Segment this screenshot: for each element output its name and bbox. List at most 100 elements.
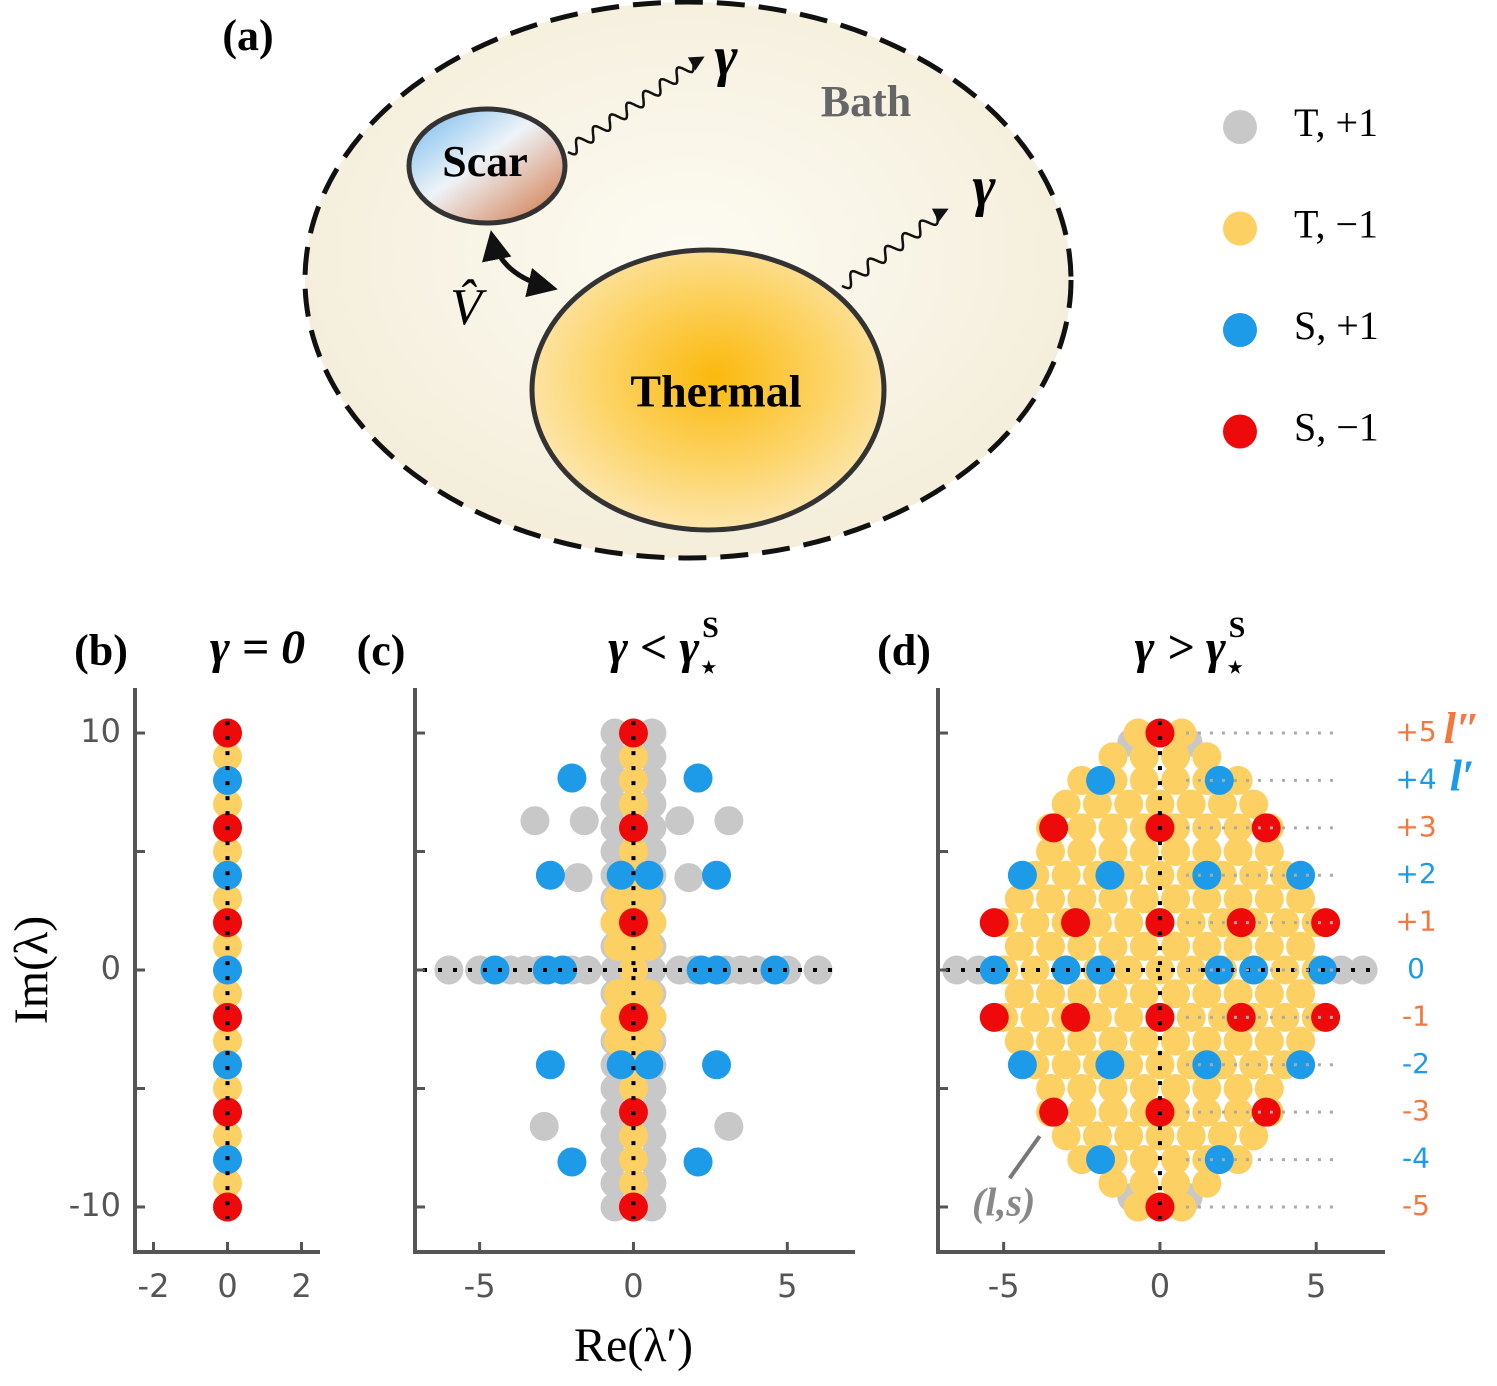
point: [1114, 789, 1144, 819]
point: [1145, 860, 1175, 890]
point: [603, 884, 633, 914]
x-tick-label: 0: [623, 1267, 643, 1305]
panel-label: (a): [222, 11, 273, 60]
point: [1161, 979, 1191, 1009]
point: [1204, 1145, 1234, 1175]
point: [1167, 1192, 1197, 1222]
point: [714, 1111, 744, 1141]
point: [1086, 765, 1116, 795]
point: [618, 765, 648, 795]
point: [979, 1002, 1009, 1032]
point: [1167, 718, 1197, 748]
point: [1098, 813, 1128, 843]
x-tick-label: -5: [464, 1267, 496, 1305]
point: [1161, 884, 1191, 914]
point: [563, 863, 593, 893]
point: [1036, 837, 1066, 867]
point: [618, 1121, 648, 1151]
point: [1004, 979, 1034, 1009]
point: [1004, 1026, 1034, 1056]
point: [1311, 1002, 1341, 1032]
point: [634, 1026, 664, 1056]
point: [213, 789, 242, 819]
point: [1270, 908, 1300, 938]
point: [1098, 979, 1128, 1009]
level-label: +4: [1395, 762, 1436, 795]
point: [1161, 1073, 1191, 1103]
point: [1223, 1073, 1253, 1103]
point: [1036, 931, 1066, 961]
point: [1223, 931, 1253, 961]
point: [634, 1050, 664, 1080]
point: [1067, 1026, 1097, 1056]
point: [1007, 860, 1037, 890]
point: [1161, 931, 1191, 961]
point: [1286, 1026, 1316, 1056]
panel: -5 0 5 (d) γ > γ⋆ S +5 +4 +3 +2 +1 0 -1 -2 -3 -4 -5 l″l′ (…: [877, 611, 1480, 1305]
point: [1176, 955, 1206, 985]
point: [803, 955, 833, 985]
point: [1207, 1121, 1237, 1151]
point: [1192, 979, 1222, 1009]
point: [1036, 1026, 1066, 1056]
point: [1192, 931, 1222, 961]
point: [1251, 813, 1281, 843]
point: [1254, 931, 1284, 961]
point: [606, 860, 636, 890]
point: [1098, 1097, 1128, 1127]
point: [1067, 884, 1097, 914]
x-tick-label: 5: [1306, 1267, 1326, 1305]
point: [1067, 1097, 1097, 1127]
point: [1145, 1050, 1175, 1080]
title-sub: ⋆: [699, 651, 718, 684]
point: [1161, 742, 1191, 772]
point: [1051, 789, 1081, 819]
point: [674, 863, 704, 893]
level-label: 0: [1407, 952, 1425, 985]
point: [1145, 1002, 1175, 1032]
point: [1123, 1192, 1153, 1222]
point: [535, 1050, 565, 1080]
point: [618, 1073, 648, 1103]
point: [1020, 908, 1050, 938]
level-label: -3: [1402, 1094, 1430, 1127]
point: [1254, 1026, 1284, 1056]
x-tick-label: 0: [1150, 1267, 1170, 1305]
point: [1145, 718, 1175, 748]
title-sub: ⋆: [1226, 651, 1245, 684]
point: [1192, 1168, 1222, 1198]
panel-label: (d): [877, 626, 931, 675]
point: [1348, 955, 1378, 985]
y-tick-label: 0: [101, 949, 121, 987]
legend-label: S, −1: [1294, 405, 1379, 450]
point: [1192, 1026, 1222, 1056]
thermal-region: [529, 247, 887, 533]
point: [1020, 955, 1050, 985]
point: [213, 742, 242, 772]
point: [434, 955, 464, 985]
point: [714, 806, 744, 836]
point: [1129, 742, 1159, 772]
point: [618, 1002, 648, 1032]
level-label: +2: [1395, 857, 1436, 890]
y-axis-label: Im(λ): [5, 916, 58, 1025]
gamma-label: γ: [972, 156, 996, 218]
panel-a: (a) Bath Scar Thermal γ γ V̂: [222, 0, 1074, 561]
x-tick-label: 2: [291, 1267, 311, 1305]
point: [1226, 908, 1256, 938]
x-tick-label: 5: [777, 1267, 797, 1305]
point: [634, 979, 664, 1009]
point: [1036, 979, 1066, 1009]
point: [942, 955, 972, 985]
point: [1239, 860, 1269, 890]
point: [1086, 955, 1116, 985]
title-sup: S: [1229, 611, 1246, 644]
point: [603, 931, 633, 961]
point: [1067, 979, 1097, 1009]
point: [1098, 742, 1128, 772]
panel-title: γ = 0: [210, 621, 305, 674]
point: [618, 742, 648, 772]
point: [1123, 718, 1153, 748]
